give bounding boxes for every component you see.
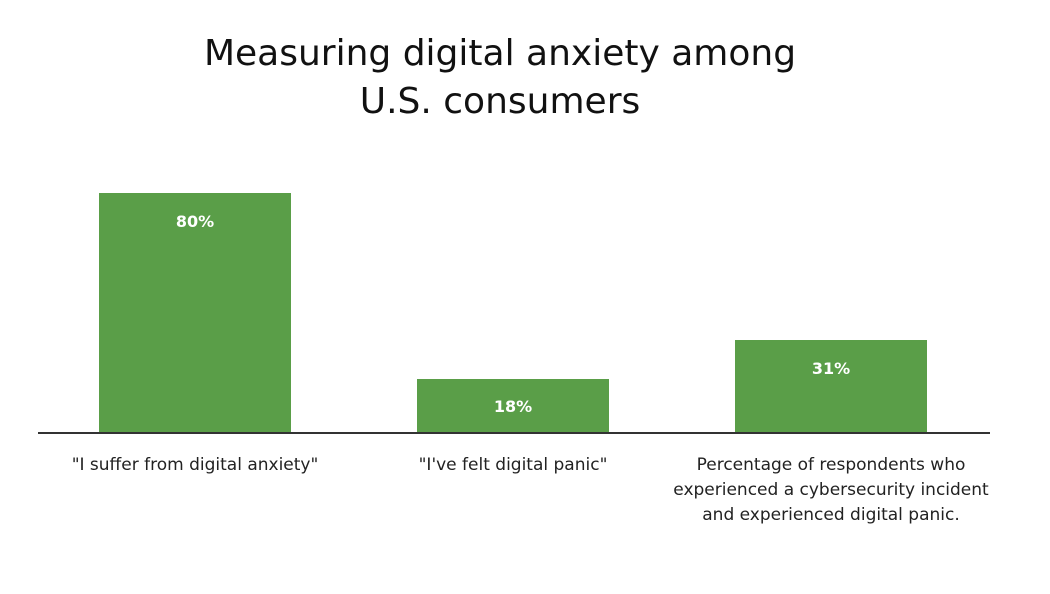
bar-0	[99, 193, 291, 433]
bar-2	[735, 340, 927, 433]
chart-title: Measuring digital anxiety among U.S. con…	[0, 30, 1000, 126]
bar-value-label-0: 80%	[176, 212, 214, 231]
category-label-0: "I suffer from digital anxiety"	[71, 455, 319, 475]
category-label-1: "I've felt digital panic"	[418, 455, 608, 475]
bar-value-label-1: 18%	[494, 397, 532, 416]
bar-1	[417, 379, 609, 433]
chart-title-line-2: U.S. consumers	[359, 81, 641, 122]
category-label-2: Percentage of respondents who experience…	[673, 455, 989, 525]
bar-value-label-2: 31%	[812, 359, 850, 378]
bars-group: 80% 18% 31%	[99, 193, 927, 433]
chart-title-line-1: Measuring digital anxiety among	[203, 33, 797, 74]
